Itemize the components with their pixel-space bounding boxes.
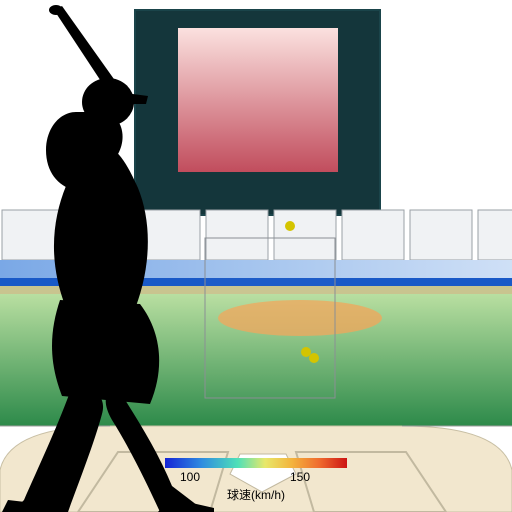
legend-tick: 100 [180, 470, 200, 484]
pitch-marker [285, 221, 295, 231]
legend-tick: 150 [290, 470, 310, 484]
strike-zone [205, 238, 335, 398]
pitch-marker [301, 347, 311, 357]
pitch-chart: 100 150 球速(km/h) [0, 0, 512, 512]
field [0, 0, 512, 512]
pitch-marker [309, 353, 319, 363]
legend-colorbar [165, 458, 347, 468]
legend-axis-label: 球速(km/h) [227, 486, 285, 503]
